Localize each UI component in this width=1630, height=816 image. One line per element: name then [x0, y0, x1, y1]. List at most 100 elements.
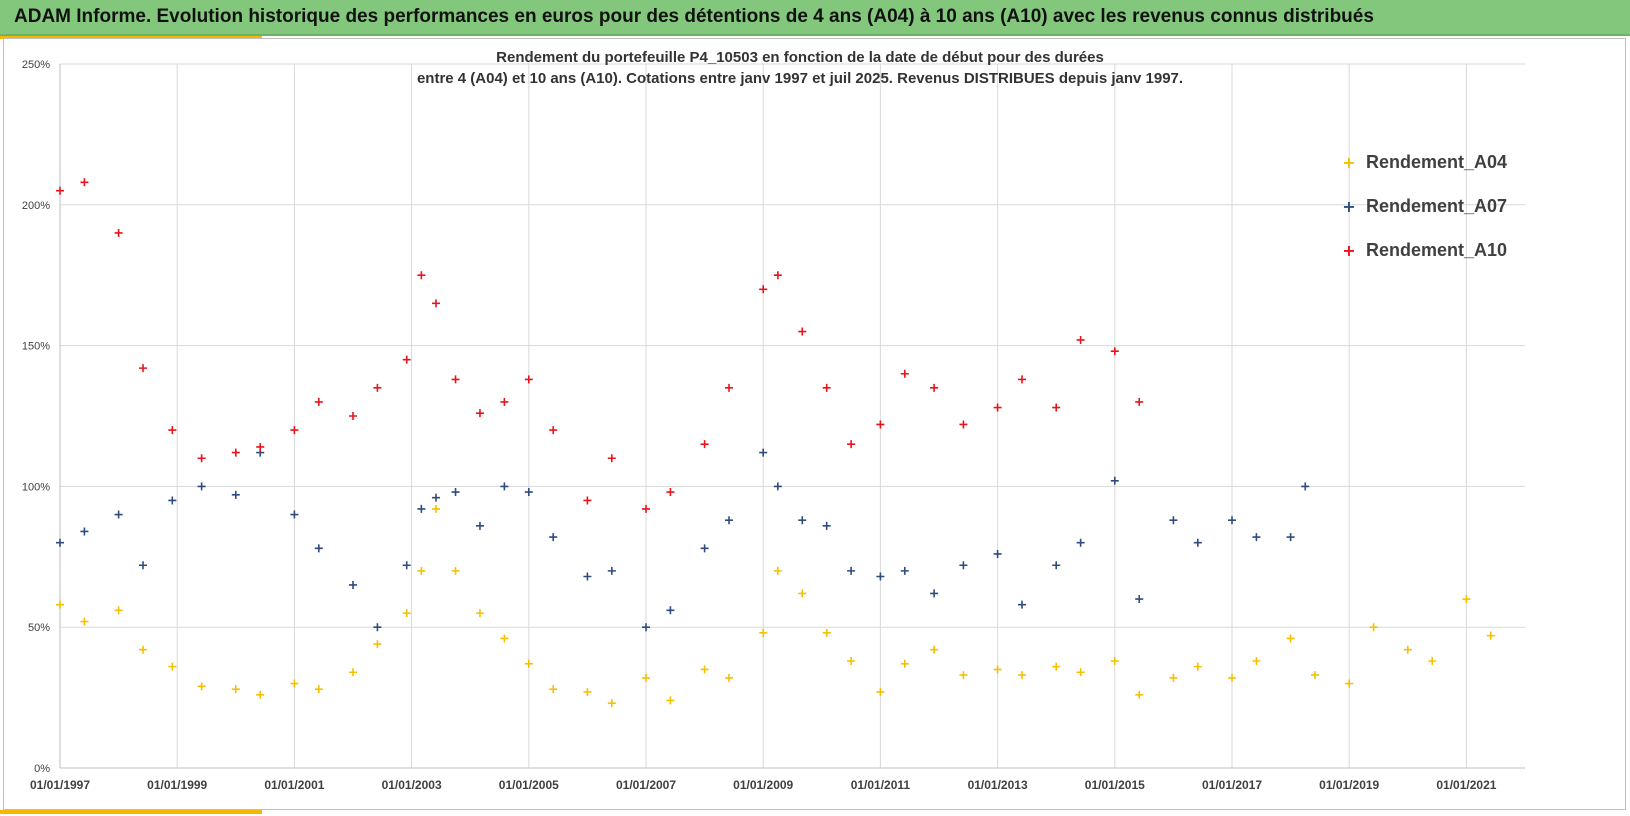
plus-marker-icon: +	[1342, 196, 1356, 216]
data-point	[168, 496, 177, 505]
data-point	[1193, 538, 1202, 547]
data-point	[900, 659, 909, 668]
data-point	[900, 566, 909, 575]
y-tick-label: 150%	[22, 341, 50, 353]
data-point	[1018, 671, 1027, 680]
data-point	[1110, 476, 1119, 485]
data-point	[432, 299, 441, 308]
data-point	[432, 493, 441, 502]
chart-legend: + Rendement_A04 + Rendement_A07 + Rendem…	[1338, 140, 1507, 272]
data-point	[80, 178, 89, 187]
x-tick-label: 01/01/2013	[968, 778, 1028, 792]
data-point	[993, 549, 1002, 558]
data-point	[930, 589, 939, 598]
data-point	[417, 271, 426, 280]
data-point	[80, 527, 89, 536]
legend-item-a07: + Rendement_A07	[1338, 184, 1507, 228]
data-point	[959, 671, 968, 680]
data-point	[847, 566, 856, 575]
data-point	[402, 355, 411, 364]
data-point	[1286, 634, 1295, 643]
data-point	[847, 440, 856, 449]
legend-item-a10: + Rendement_A10	[1338, 228, 1507, 272]
data-point	[725, 516, 734, 525]
chart-frame	[3, 38, 1626, 810]
x-tick-label: 01/01/2009	[733, 778, 793, 792]
data-point	[475, 521, 484, 530]
data-point	[231, 448, 240, 457]
data-point	[1486, 631, 1495, 640]
data-point	[959, 420, 968, 429]
data-point	[822, 383, 831, 392]
data-point	[1228, 673, 1236, 682]
data-point	[700, 665, 709, 674]
data-point	[1076, 335, 1085, 344]
data-point	[1052, 403, 1061, 412]
x-tick-label: 01/01/1999	[147, 778, 207, 792]
data-point	[114, 606, 123, 615]
data-point	[1286, 533, 1295, 542]
data-point	[475, 409, 484, 418]
data-point	[500, 397, 509, 406]
data-point	[290, 679, 299, 688]
data-point	[114, 510, 123, 519]
data-point	[402, 561, 411, 570]
data-point	[1403, 645, 1412, 654]
data-point	[373, 623, 382, 632]
data-point	[290, 426, 299, 435]
banner-title: ADAM Informe. Evolution historique des p…	[14, 6, 1374, 27]
data-point	[349, 412, 357, 420]
data-point	[56, 600, 64, 609]
data-point	[524, 375, 533, 384]
data-point	[1369, 623, 1378, 632]
chart-title-line-2: entre 4 (A04) et 10 ans (A10). Cotations…	[416, 70, 1184, 87]
data-point	[666, 696, 675, 705]
data-point	[993, 665, 1002, 674]
data-point	[80, 617, 89, 626]
data-point	[583, 496, 592, 505]
data-point	[700, 544, 709, 553]
data-point	[1076, 538, 1085, 547]
data-point	[798, 516, 807, 525]
data-point	[139, 645, 148, 654]
data-point	[1052, 662, 1061, 671]
data-point	[798, 327, 807, 336]
data-point	[1252, 656, 1261, 665]
x-tick-label: 01/01/2011	[851, 778, 911, 792]
data-point	[1428, 656, 1437, 665]
data-point	[1228, 516, 1236, 525]
data-point	[56, 186, 64, 195]
data-point	[773, 566, 782, 575]
report-banner: ADAM Informe. Evolution historique des p…	[0, 0, 1630, 36]
data-point	[900, 369, 909, 378]
data-point	[1135, 595, 1144, 604]
data-point	[1135, 690, 1144, 699]
data-point	[930, 645, 939, 654]
legend-item-a04: + Rendement_A04	[1338, 140, 1507, 184]
y-tick-label: 100%	[22, 481, 50, 493]
data-point	[1252, 533, 1261, 542]
data-point	[876, 687, 885, 696]
data-point	[822, 628, 831, 637]
y-tick-label: 200%	[22, 200, 50, 212]
data-point	[642, 673, 650, 682]
data-point	[197, 454, 206, 463]
data-point	[256, 442, 265, 451]
data-point	[725, 383, 734, 392]
data-point	[759, 628, 768, 637]
data-point	[432, 504, 441, 513]
data-point	[1169, 516, 1178, 525]
chart-subtitle: Rendement du portefeuille P4_10503 en fo…	[300, 47, 1300, 89]
plus-marker-icon: +	[1342, 152, 1356, 172]
x-tick-label: 01/01/2017	[1202, 778, 1262, 792]
x-tick-label: 01/01/1997	[30, 778, 90, 792]
data-point	[168, 662, 177, 671]
data-point	[930, 383, 939, 392]
data-point	[451, 566, 460, 575]
data-point	[417, 504, 426, 513]
x-tick-label: 01/01/2007	[616, 778, 676, 792]
data-point	[1193, 662, 1202, 671]
data-point	[139, 364, 148, 373]
data-point	[666, 606, 675, 615]
